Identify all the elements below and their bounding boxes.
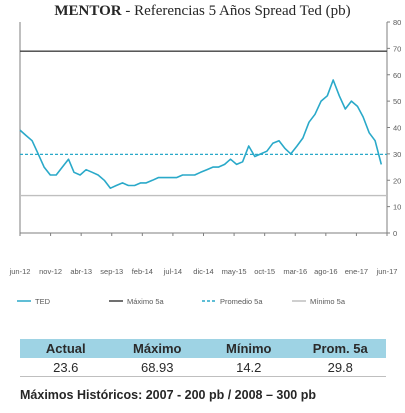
stats-header-row: Actual Máximo Mínimo Prom. 5a [20, 339, 386, 358]
stats-value-maximo: 68.93 [111, 358, 203, 377]
x-tick-label: nov-12 [39, 267, 62, 276]
chart-title: MENTOR - Referencias 5 Años Spread Ted (… [0, 0, 405, 22]
y-tick-label: 70 [393, 44, 401, 53]
x-tick-labels: jun-12 nov-12 abr-13 sep-13 feb-14 jul-14 dic-… [9, 267, 398, 276]
stats-header-actual: Actual [20, 339, 112, 358]
y-tick-label: 30 [393, 150, 401, 159]
ted-spread-chart: 0 10 20 30 40 50 60 70 80 jun-12 nov-12 abr-13 sep-… [9, 18, 402, 306]
stats-values-row: 23.6 68.93 14.2 29.8 [20, 358, 386, 377]
series-layer [19, 79, 383, 189]
stats-value-minimo: 14.2 [203, 358, 295, 377]
chart-axes [19, 21, 390, 236]
y-tick-label: 40 [393, 124, 401, 133]
legend-item-minimo: Mínimo 5a [310, 297, 346, 306]
legend-item-maximo: Máximo 5a [127, 297, 165, 306]
x-tick-label: ene-17 [345, 267, 368, 276]
y-tick-label: 60 [393, 71, 401, 80]
x-tick-label: sep-13 [100, 267, 123, 276]
y-tick-label: 10 [393, 203, 401, 212]
stats-header-promedio: Prom. 5a [294, 339, 386, 358]
y-tick-labels: 0 10 20 30 40 50 60 70 80 [393, 18, 401, 238]
x-tick-label: dic-14 [193, 267, 213, 276]
x-tick-label: feb-14 [132, 267, 153, 276]
stats-header-minimo: Mínimo [203, 339, 295, 358]
x-tick-label: ago-16 [314, 267, 337, 276]
ted-series-line [19, 79, 383, 189]
legend: TED Máximo 5a Promedio 5a Mínimo 5a [17, 297, 346, 306]
x-tick-label: jul-14 [163, 267, 182, 276]
stats-table: Actual Máximo Mínimo Prom. 5a 23.6 68.93… [20, 339, 386, 377]
y-tick-label: 20 [393, 176, 401, 185]
x-tick-label: jun-12 [9, 267, 31, 276]
chart-title-brand: MENTOR [54, 3, 122, 19]
x-tick-label: mar-16 [283, 267, 307, 276]
stats-value-actual: 23.6 [20, 358, 112, 377]
x-tick-label: oct-15 [254, 267, 275, 276]
reference-lines [20, 50, 387, 197]
legend-item-ted: TED [35, 297, 51, 306]
y-tick-label: 0 [393, 229, 397, 238]
historical-max-note: Máximos Históricos: 2007 - 200 pb / 2008… [20, 388, 316, 402]
legend-item-promedio: Promedio 5a [220, 297, 263, 306]
stats-value-promedio: 29.8 [294, 358, 386, 377]
y-tick-label: 80 [393, 18, 401, 27]
x-tick-label: abr-13 [70, 267, 92, 276]
y-tick-label: 50 [393, 97, 401, 106]
chart-title-rest: - Referencias 5 Años Spread Ted (pb) [121, 3, 351, 19]
x-tick-label: may-15 [222, 267, 247, 276]
x-tick-label: jun-17 [376, 267, 398, 276]
stats-header-maximo: Máximo [111, 339, 203, 358]
